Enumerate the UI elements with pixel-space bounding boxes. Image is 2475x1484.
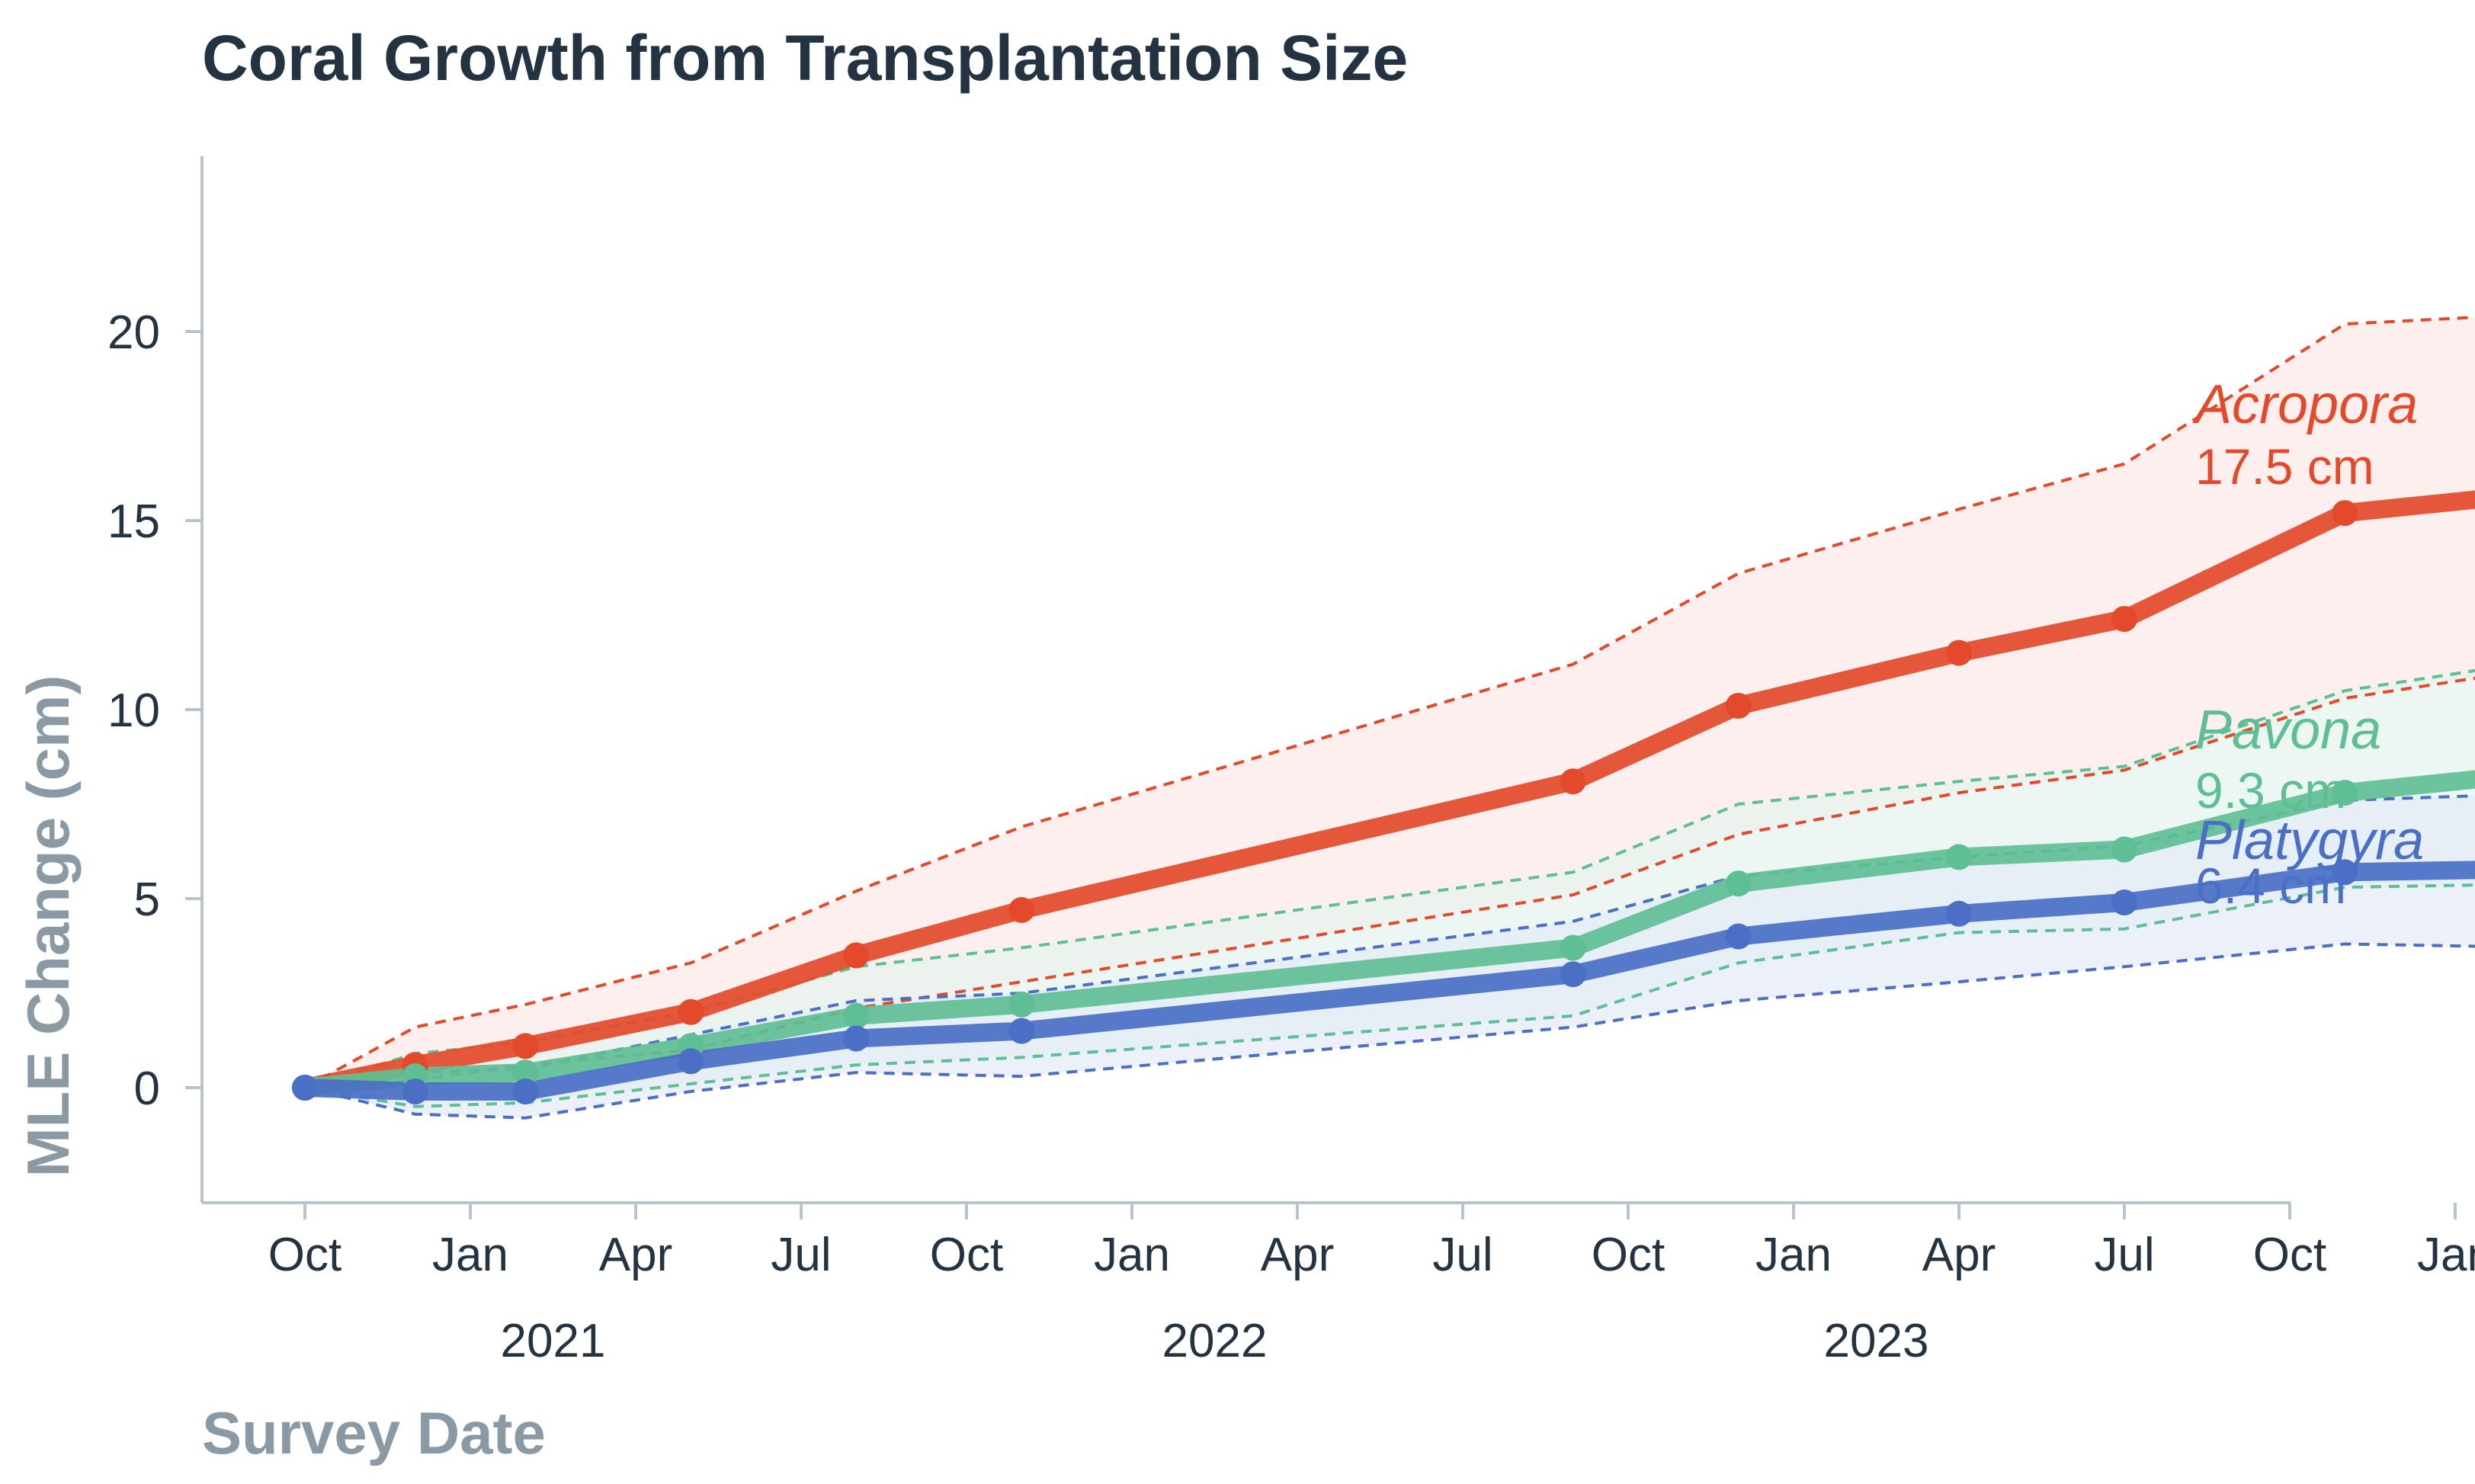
x-tick-label: Jan — [432, 1229, 508, 1281]
acropora-point — [1725, 693, 1752, 719]
platygyra-end-value: 6.4 cm — [2195, 857, 2346, 914]
series-lines — [296, 490, 2475, 1101]
pavona-lower-bound — [304, 883, 2475, 1108]
acropora-confidence-band — [305, 317, 2475, 1088]
x-year-label: 2021 — [501, 1315, 606, 1367]
acropora-point — [1008, 896, 1035, 923]
pavona-point — [1560, 934, 1586, 961]
platygyra-point — [292, 1075, 318, 1101]
x-tick-label: Apr — [599, 1229, 672, 1281]
y-axis-title: MLE Change (cm) — [14, 675, 82, 1178]
x-tick-label: Oct — [2253, 1229, 2326, 1281]
x-tick-label: Oct — [930, 1229, 1003, 1281]
x-tick-label: Jan — [1755, 1229, 1832, 1281]
platygyra-lower-bound — [304, 942, 2475, 1120]
x-tick-label: Jan — [2417, 1229, 2475, 1281]
platygyra-point — [1725, 923, 1752, 950]
acropora-lower-bound — [304, 676, 2475, 1089]
acropora-point — [843, 942, 870, 969]
platygyra-point — [402, 1079, 428, 1104]
chart-title: Coral Growth from Transplantation Size — [202, 22, 1408, 94]
y-tick-label: 5 — [134, 873, 160, 926]
y-axis-ticks: 0 5 10 15 20 — [107, 306, 202, 1115]
y-tick-label: 20 — [107, 306, 160, 359]
pavona-point — [1008, 991, 1035, 1018]
acropora-point — [678, 998, 704, 1025]
y-tick-label: 10 — [107, 684, 160, 737]
x-axis-years: 2021202220232024 — [501, 1315, 1929, 1367]
platygyra-point — [1560, 961, 1586, 988]
acropora-point — [1560, 768, 1586, 795]
platygyra-point — [512, 1079, 539, 1104]
x-tick-label: Jan — [1094, 1229, 1170, 1281]
platygyra-point — [1008, 1018, 1035, 1044]
platygyra-point — [1946, 900, 1972, 927]
y-tick-label: 15 — [107, 495, 160, 548]
confidence-bounds — [304, 316, 2475, 1120]
acropora-point — [2111, 606, 2137, 632]
pavona-point — [843, 1002, 870, 1029]
x-year-label: 2022 — [1162, 1315, 1268, 1367]
x-tick-label: Jul — [1432, 1229, 1492, 1281]
x-axis-ticks: Oct Jan Apr Jul Oct Jan Apr Jul Oct Jan Apr Jul Oct J… — [268, 1203, 2475, 1281]
series-points — [292, 500, 2358, 1104]
acropora-line — [296, 490, 2475, 1097]
x-tick-label: Apr — [1922, 1229, 1996, 1281]
pavona-line — [296, 770, 2475, 1097]
pavona-point — [1725, 870, 1752, 897]
pavona-point — [2111, 836, 2137, 863]
acropora-upper-bound — [304, 316, 2475, 1089]
y-tick-label: 0 — [134, 1063, 160, 1115]
x-tick-label: Oct — [268, 1229, 341, 1281]
platygyra-end-label: Platygyra — [2195, 810, 2424, 871]
acropora-point — [2332, 500, 2358, 527]
x-axis-title: Survey Date — [202, 1399, 546, 1466]
pavona-point — [512, 1059, 539, 1086]
acropora-point — [1946, 639, 1972, 666]
x-tick-label: Jul — [771, 1229, 831, 1281]
pavona-point — [2332, 780, 2358, 806]
platygyra-point — [843, 1025, 870, 1052]
platygyra-point — [678, 1048, 704, 1075]
x-tick-label: Apr — [1261, 1229, 1334, 1281]
pavona-confidence-band — [305, 670, 2475, 1107]
acropora-end-value: 17.5 cm — [2195, 438, 2374, 495]
acropora-end-label: Acropora — [2192, 374, 2418, 435]
platygyra-point — [2111, 889, 2137, 915]
platygyra-point — [2332, 859, 2358, 886]
pavona-end-value: 9.3 cm — [2195, 762, 2346, 819]
pavona-upper-bound — [304, 668, 2475, 1089]
pavona-end-label: Pavona — [2195, 700, 2381, 761]
pavona-point — [1946, 844, 1972, 870]
platygyra-line — [296, 861, 2475, 1101]
acropora-point — [512, 1033, 539, 1059]
x-year-label: 2023 — [1824, 1315, 1929, 1367]
x-tick-label: Jul — [2094, 1229, 2154, 1281]
x-tick-label: Oct — [1592, 1229, 1665, 1281]
